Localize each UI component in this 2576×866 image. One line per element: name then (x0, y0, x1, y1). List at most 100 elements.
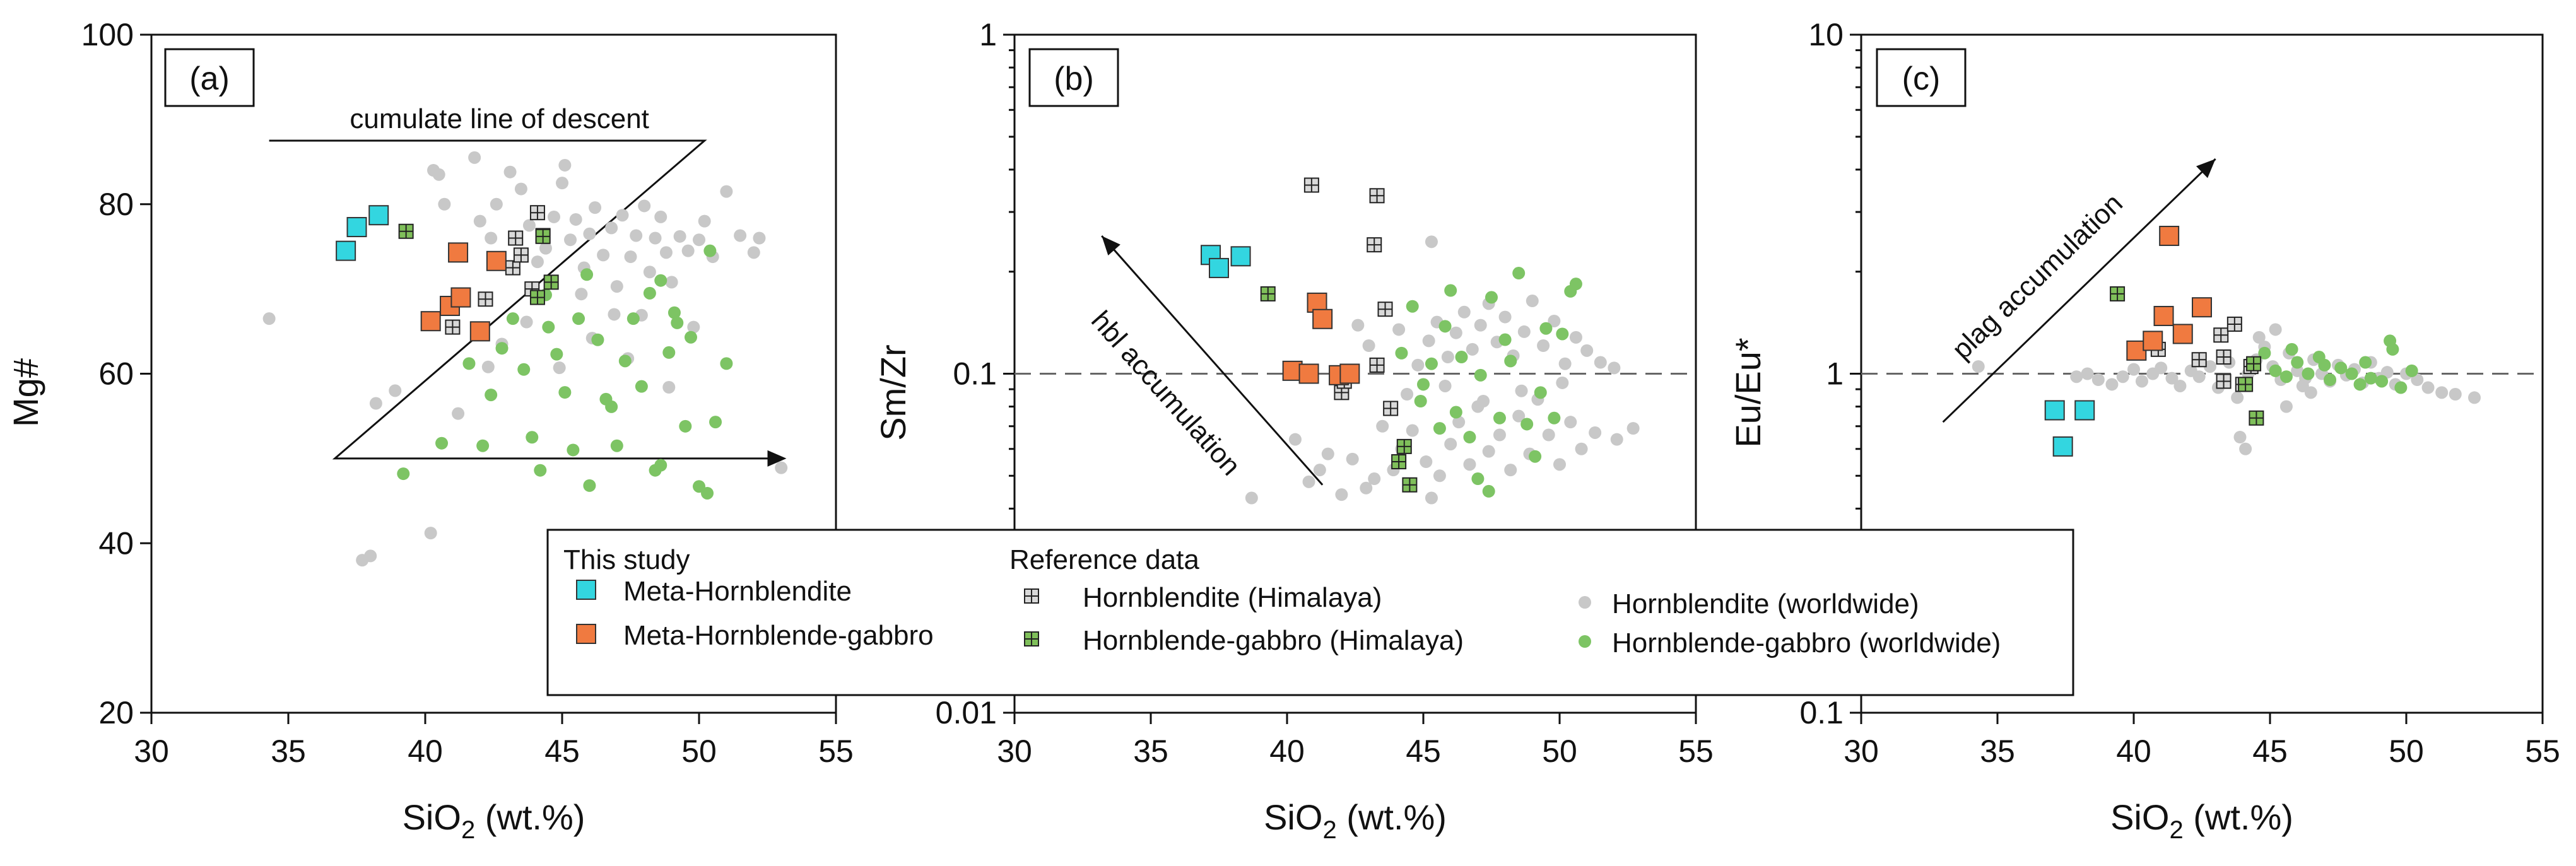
hornblende-gabbro-worldwide-point (1444, 284, 1457, 297)
hornblendite-worldwide-point (1542, 428, 1555, 442)
hornblendite-worldwide-point (522, 219, 536, 232)
hornblendite-worldwide-point (1512, 409, 1526, 423)
meta-hornblendite-point (1209, 257, 1229, 278)
hornblendite-worldwide-point (649, 231, 662, 245)
hbl-arrowhead (1102, 235, 1120, 256)
hornblendite-worldwide-point (2269, 323, 2282, 336)
hornblende-gabbro-worldwide-point (506, 312, 519, 325)
hornblendite-worldwide-point (2105, 378, 2119, 391)
hornblendite-worldwide-point (262, 312, 276, 325)
hornblendite-worldwide-point (1556, 376, 1569, 389)
hornblendite-himalaya-point (1367, 237, 1382, 253)
hornblendite-worldwide-point (693, 233, 705, 247)
hornblendite-worldwide-point (485, 231, 498, 245)
hornblende-gabbro-worldwide-point (572, 312, 585, 325)
hornblendite-worldwide-point (1457, 305, 1471, 319)
hornblende-gabbro-worldwide-point (1455, 351, 1468, 364)
hornblende-gabbro-worldwide-point (701, 486, 714, 500)
y-axis-title: Sm/Zr (873, 344, 913, 440)
hornblendite-worldwide-point (597, 249, 610, 262)
cumulate-guide-line (269, 139, 768, 460)
hornblende-gabbro-worldwide-point (1406, 300, 1419, 313)
hornblende-gabbro-worldwide-point (567, 443, 580, 457)
legend-group-reference: Reference data (1009, 544, 1199, 575)
hornblendite-worldwide-point (438, 197, 451, 211)
hornblendite-worldwide-point (610, 280, 623, 293)
hornblendite-worldwide-point (662, 381, 676, 394)
hornblendite-worldwide-point (1288, 433, 1302, 446)
hornblendite-worldwide-point (1368, 472, 1381, 486)
hornblendite-worldwide-point (2081, 367, 2094, 380)
hornblende-gabbro-worldwide-point (1556, 327, 1569, 341)
hornblendite-worldwide-point (1425, 235, 1438, 249)
hornblendite-worldwide-point (2135, 375, 2148, 388)
hornblende-gabbro-worldwide-point (1548, 411, 1561, 424)
meta-hornblendite-point (368, 205, 389, 226)
hornblendite-worldwide-point (1313, 464, 1326, 477)
hornblendite-worldwide-point (1564, 416, 1577, 429)
hornblendite-worldwide-point (1360, 481, 1373, 494)
legend: This study Reference data Meta-Hornblend… (546, 529, 2074, 696)
hornblendite-himalaya-point (508, 230, 524, 246)
x-tick-label: 50 (681, 734, 717, 769)
hornblendite-worldwide-point (553, 361, 566, 375)
series-meta-hornblendite (2044, 400, 2095, 457)
hornblende-gabbro-worldwide-point (703, 244, 717, 257)
y-tick-label: 20 (98, 695, 134, 730)
series-hornblendite-worldwide (262, 151, 788, 567)
legend-item-hornblende-gabbro-himalaya: Hornblende-gabbro (Himalaya) (1024, 625, 1464, 656)
x-axis-title-subscript: 2 (1322, 816, 1336, 844)
x-tick-label: 40 (1269, 734, 1305, 769)
meta-hornblendite-point (336, 240, 356, 261)
hornblende-gabbro-himalaya-point (535, 228, 551, 244)
meta-hornblende-gabbro-point (2159, 225, 2180, 246)
hornblendite-worldwide-point (452, 407, 465, 420)
hornblendite-worldwide-point (1972, 360, 1985, 373)
hornblendite-worldwide-point (1321, 447, 1334, 460)
hornblende-gabbro-himalaya-point (1396, 438, 1412, 454)
hornblende-gabbro-worldwide-point (476, 439, 490, 452)
hornblendite-worldwide-point (1401, 388, 1414, 401)
hornblendite-himalaya-point (513, 247, 529, 263)
legend-marker (576, 624, 596, 644)
meta-hornblendite-point (1230, 246, 1251, 267)
hornblende-gabbro-worldwide-point (643, 286, 656, 300)
hornblendite-worldwide-point (1302, 475, 1315, 488)
hornblendite-worldwide-point (1482, 445, 1495, 458)
hornblende-gabbro-worldwide-point (679, 419, 692, 433)
y-tick-label: 80 (98, 187, 134, 222)
hornblendite-himalaya-point (2216, 373, 2232, 389)
hornblende-gabbro-worldwide-point (1433, 422, 1446, 435)
hornblendite-himalaya-point (1369, 357, 1385, 373)
hornblendite-worldwide-point (539, 242, 552, 255)
hornblende-gabbro-worldwide-point (534, 464, 547, 477)
hornblende-gabbro-worldwide-point (462, 357, 476, 370)
hornblendite-worldwide-point (1517, 325, 1531, 338)
hornblende-gabbro-worldwide-point (2386, 342, 2399, 356)
hornblendite-worldwide-point (1558, 357, 1572, 370)
hornblende-gabbro-worldwide-point (583, 479, 596, 492)
hornblendite-worldwide-point (1335, 488, 1348, 501)
hornblendite-worldwide-point (1392, 323, 1406, 336)
hornblendite-worldwide-point (2116, 370, 2129, 383)
plag-arrow-line (1942, 158, 2216, 423)
hornblendite-worldwide-point (1537, 339, 1550, 353)
hornblende-gabbro-worldwide-point (709, 416, 722, 429)
hornblendite-himalaya-point (445, 319, 461, 335)
legend-group-this-study: This study (563, 544, 690, 575)
hornblendite-worldwide-point (556, 177, 568, 190)
meta-hornblendite-point (2052, 436, 2073, 457)
legend-marker-symbol (1024, 631, 1039, 647)
x-tick-label: 50 (1542, 734, 1577, 769)
hornblendite-worldwide-point (424, 527, 437, 540)
hornblende-gabbro-worldwide-point (1520, 418, 1534, 431)
hornblende-gabbro-worldwide-point (1425, 357, 1438, 370)
panel-letter-box (1028, 48, 1119, 107)
legend-item-hornblendite-himalaya: Hornblendite (Himalaya) (1024, 582, 1382, 613)
hornblende-gabbro-worldwide-point (635, 380, 648, 393)
x-tick-label: 55 (818, 734, 854, 769)
legend-marker (1579, 596, 1591, 609)
hornblendite-worldwide-point (775, 461, 788, 474)
hornblendite-worldwide-point (1569, 331, 1582, 344)
hornblendite-worldwide-point (473, 214, 486, 228)
